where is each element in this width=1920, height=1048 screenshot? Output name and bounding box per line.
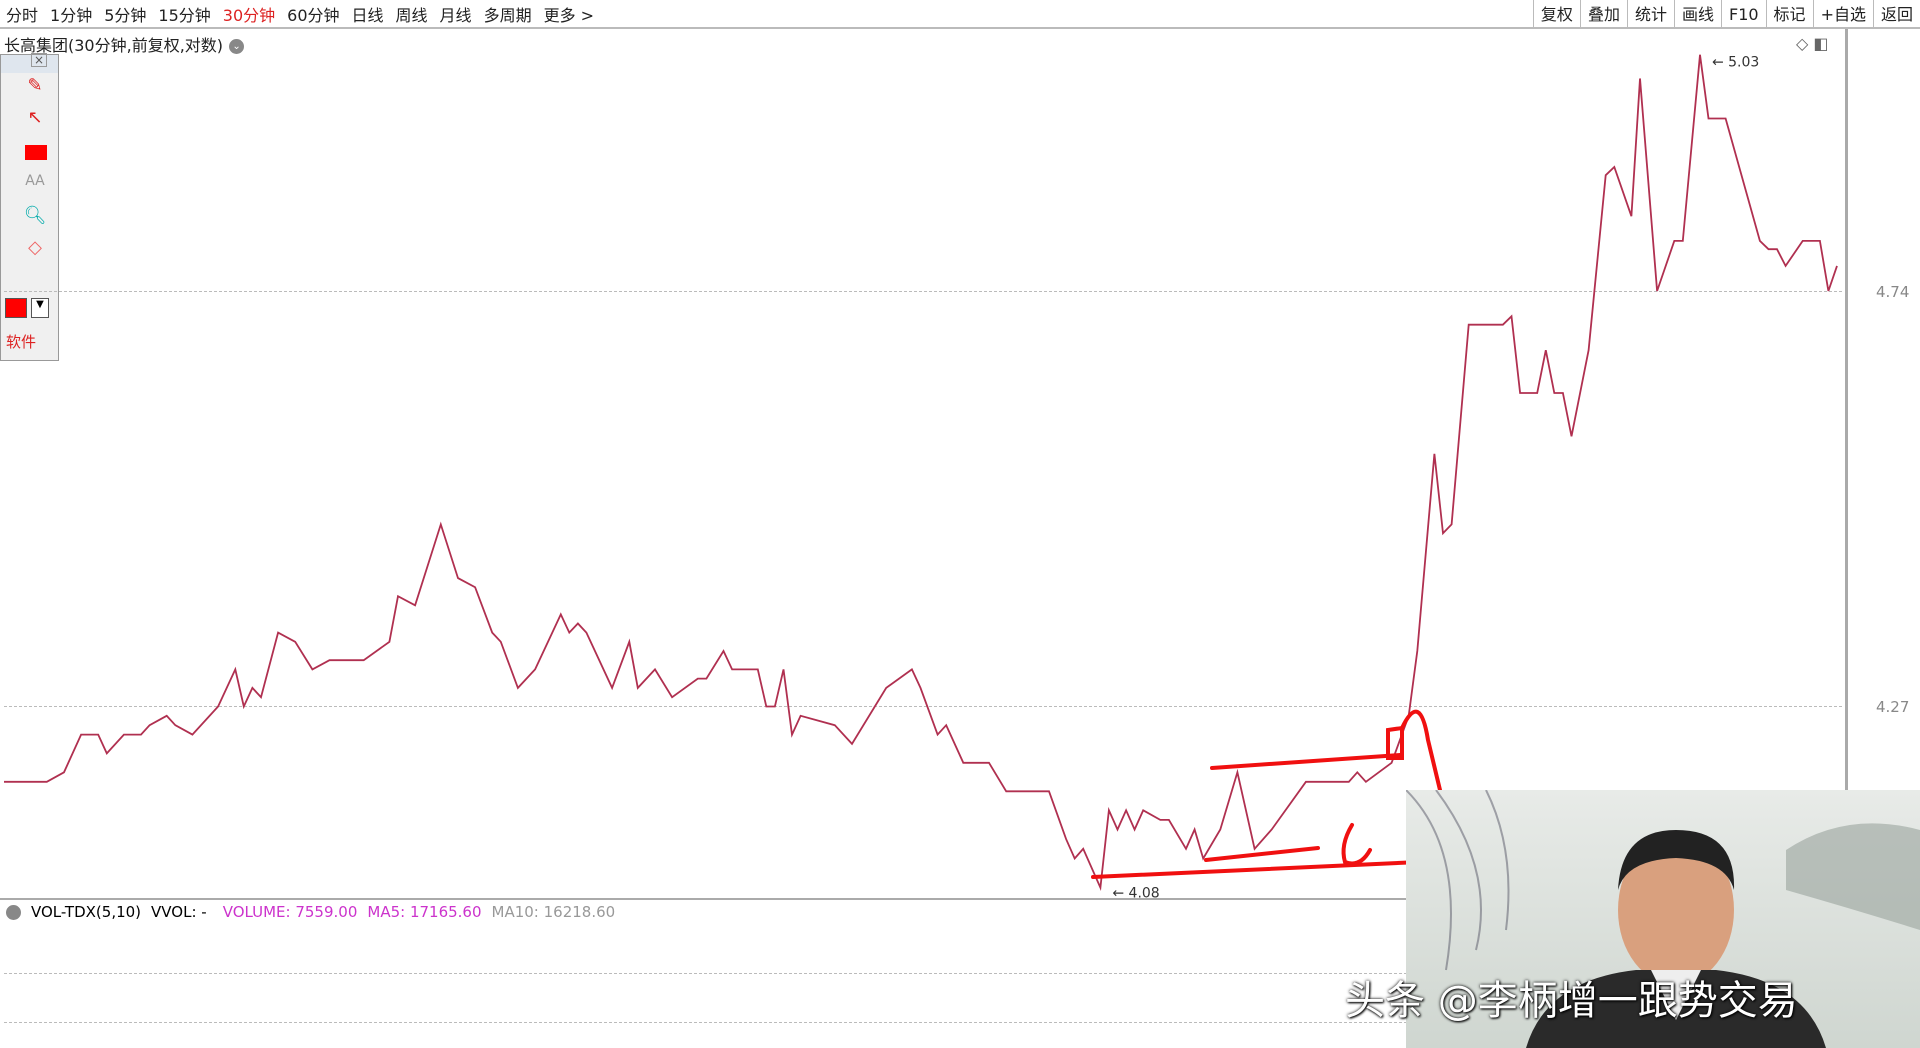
rectangle-icon[interactable] — [25, 145, 47, 160]
toolbox-header — [1, 55, 58, 73]
annotation-resistance-line — [1210, 753, 1402, 770]
annotation-arrow — [1400, 709, 1442, 792]
chart-title: 长高集团(30分钟,前复权,对数) ⌄ — [4, 32, 245, 56]
toolbar-button[interactable]: 画线 — [1673, 0, 1721, 29]
period-tab[interactable]: 15分钟 — [158, 5, 211, 25]
toolbar-button[interactable]: 复权 — [1532, 0, 1580, 29]
period-tab[interactable]: 分时 — [6, 5, 39, 25]
max-label: ← 5.03 — [1712, 55, 1759, 71]
period-tabs: 分时 1分钟 5分钟 15分钟 30分钟 60分钟 日线 周线 月线 多周期 更多 > — [0, 2, 594, 26]
period-tab[interactable]: 周线 — [395, 5, 428, 25]
period-tab[interactable]: 30分钟 — [222, 5, 276, 25]
y-tick-label: 4.74 — [1876, 283, 1910, 301]
panel-toggle-icon[interactable]: ◧ — [1813, 34, 1829, 53]
indicator-name: VOL-TDX(5,10) — [31, 903, 142, 921]
right-buttons: 复权 叠加 统计 画线 F10 标记 +自选 返回 — [1532, 0, 1920, 29]
price-axis — [1845, 29, 1848, 899]
toolbar-button[interactable]: 返回 — [1872, 0, 1920, 29]
software-label: 软件 — [5, 333, 36, 351]
toolbar-button[interactable]: +自选 — [1812, 0, 1873, 29]
presenter-image — [1406, 790, 1920, 1048]
volume-value: VOLUME: 7559.00 — [222, 903, 358, 921]
ma5-value: MA5: 17165.60 — [367, 903, 482, 921]
period-tab[interactable]: 5分钟 — [104, 5, 147, 25]
period-tab[interactable]: 更多 > — [543, 5, 595, 25]
color-swatch[interactable] — [5, 298, 27, 318]
period-tab[interactable]: 多周期 — [483, 5, 532, 25]
pen-icon[interactable]: ✎ — [27, 75, 43, 96]
y-tick-label: 4.27 — [1876, 698, 1910, 716]
gridline — [4, 1022, 1842, 1023]
close-icon[interactable]: × — [31, 53, 47, 67]
presenter-video-overlay — [1406, 790, 1920, 1048]
toolbar-button[interactable]: 叠加 — [1579, 0, 1627, 29]
toolbar-button[interactable]: 标记 — [1765, 0, 1813, 29]
period-tab[interactable]: 1分钟 — [50, 5, 93, 25]
ma10-value: MA10: 16218.60 — [491, 903, 616, 921]
chart-title-text: 长高集团(30分钟,前复权,对数) — [4, 36, 224, 55]
gridline — [4, 291, 1842, 292]
chevron-down-icon[interactable] — [6, 904, 21, 920]
watermark: 头条 @李柄增一跟势交易 — [1345, 978, 1798, 1024]
toolbar-button[interactable]: 统计 — [1626, 0, 1674, 29]
period-toolbar: 分时 1分钟 5分钟 15分钟 30分钟 60分钟 日线 周线 月线 多周期 更多 > 复权 叠加 统计… — [0, 0, 1920, 29]
drawing-toolbox: × ✎ ↖ AA 🔍︎ ◇ ▼ 软件 — [0, 53, 59, 361]
gridline — [4, 973, 1842, 974]
chevron-down-icon[interactable]: ⌄ — [229, 39, 245, 54]
diamond-icon[interactable]: ◇ — [1796, 34, 1809, 53]
vvol-value: VVOL: - — [151, 903, 207, 921]
annotation-line — [1204, 846, 1320, 862]
arrow-icon[interactable]: ↖ — [27, 107, 43, 128]
panel-divider — [0, 898, 1920, 900]
period-tab[interactable]: 月线 — [439, 5, 472, 25]
toolbar-button[interactable]: F10 — [1720, 0, 1766, 29]
min-label: ← 4.08 — [1112, 886, 1159, 902]
annotation-box — [1386, 725, 1404, 760]
gridline — [4, 706, 1842, 707]
annotation-support-line — [1091, 860, 1422, 879]
diamond-icon[interactable]: ◇ — [28, 237, 42, 258]
period-tab[interactable]: 日线 — [351, 5, 384, 25]
chart-corner-icons: ◇ ◧ — [1796, 34, 1829, 53]
volume-legend: VOL-TDX(5,10) VVOL: - VOLUME: 7559.00 MA… — [6, 903, 615, 921]
price-line — [4, 54, 1838, 892]
annotation-mark — [1341, 823, 1372, 866]
hand-drawn-annotations — [1091, 709, 1442, 879]
period-tab[interactable]: 60分钟 — [287, 5, 340, 25]
search-icon[interactable]: 🔍︎ — [23, 205, 47, 226]
chevron-down-icon[interactable]: ▼ — [31, 298, 49, 318]
text-icon[interactable]: AA — [25, 173, 45, 189]
